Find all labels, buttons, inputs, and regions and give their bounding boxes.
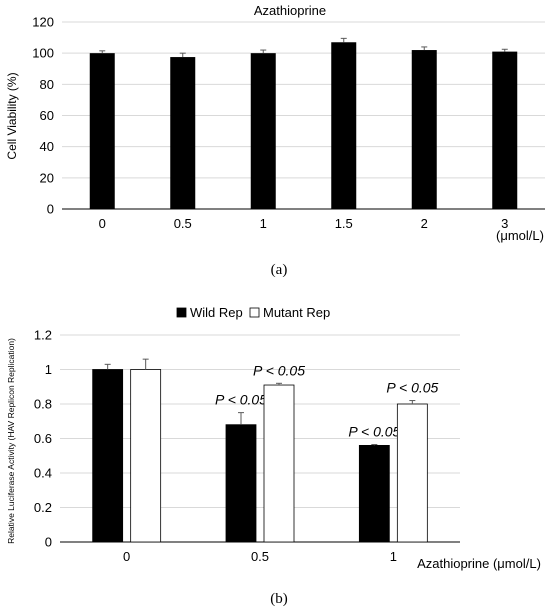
chart-b-legend-swatch [176,307,187,318]
chart-a-bar [170,57,196,209]
chart-b-x-tick-label: 0 [123,549,130,564]
chart-b-bar [396,403,428,543]
chart-b-y-tick-label: 0 [45,535,52,550]
chart-a-y-tick-label: 100 [32,46,54,61]
chart-b-significance-label: P < 0.05 [253,362,305,378]
chart-a-bar [411,50,437,209]
chart-b: Wild Rep Mutant Rep Relative Luciferase A… [6,305,541,571]
chart-a-x-ticks: 0 0.5 1 1.5 2 3 [99,216,509,231]
chart-b-y-tick-label: 1.2 [34,328,52,343]
chart-a-bar [250,53,276,209]
chart-a-y-tick-label: 20 [40,170,54,185]
chart-a-bars [89,37,518,210]
chart-b-y-ticks: 0 0.2 0.4 0.6 0.8 1 1.2 [34,328,52,550]
chart-b-x-ticks: 0 0.5 1 [123,549,397,564]
chart-a-x-tick-label: 0 [99,216,106,231]
chart-b-bar [92,369,124,543]
chart-b-bar [130,369,162,543]
chart-a-y-tick-label: 60 [40,108,54,123]
chart-b-x-tick-label: 1 [390,549,397,564]
chart-b-y-tick-label: 0.4 [34,466,52,481]
chart-b-legend-label: Wild Rep [190,305,243,320]
chart-a-y-axis-label: Cell Viability (%) [5,72,19,159]
chart-b-legend-swatch [249,307,260,318]
chart-b-bar [225,424,257,543]
chart-a-y-tick-label: 120 [32,15,54,30]
chart-a-y-ticks: 0 20 40 60 80 100 120 [32,15,54,217]
chart-b-x-axis-label: Azathioprine (μmol/L) [417,556,541,571]
chart-a-x-tick-label: 1 [260,216,267,231]
chart-b-bar [263,384,295,543]
chart-b-bars: P < 0.05 P < 0.05 P < 0.05 P < 0.05 [92,358,439,543]
chart-b-significance-label: P < 0.05 [348,424,400,440]
chart-a: Azathioprine Cell Viability (%) 02040608… [5,3,545,243]
chart-a-x-tick-label: 0.5 [174,216,192,231]
chart-a-y-tick-label: 0 [47,202,54,217]
chart-b-y-axis-label: Relative Luciferase Activity (HAV Replic… [6,338,16,544]
chart-a-bar [492,51,518,209]
chart-b-y-tick-label: 1 [45,362,52,377]
chart-a-x-tick-label: 3 [501,216,508,231]
chart-a-x-tick-label: 2 [421,216,428,231]
chart-a-y-tick-label: 40 [40,139,54,154]
chart-a-caption: (a) [271,262,288,278]
chart-b-y-tick-label: 0.8 [34,397,52,412]
chart-a-bar [331,42,357,210]
chart-b-bar [358,444,390,543]
chart-a-y-tick-label: 80 [40,77,54,92]
chart-a-x-tick-label: 1.5 [335,216,353,231]
chart-a-gridlines [62,21,545,210]
chart-b-caption: (b) [270,591,288,607]
chart-b-y-tick-label: 0.6 [34,431,52,446]
chart-b-x-tick-label: 0.5 [251,549,269,564]
chart-b-y-tick-label: 0.2 [34,500,52,515]
chart-b-legend: Wild Rep Mutant Rep [176,305,330,320]
chart-a-x-unit-label: (μmol/L) [496,228,544,243]
chart-b-legend-label: Mutant Rep [263,305,330,320]
chart-a-bar [89,53,115,209]
chart-b-gridlines [60,334,460,543]
chart-a-title: Azathioprine [254,3,326,18]
chart-b-significance-label: P < 0.05 [386,380,438,396]
chart-b-significance-label: P < 0.05 [215,392,267,408]
